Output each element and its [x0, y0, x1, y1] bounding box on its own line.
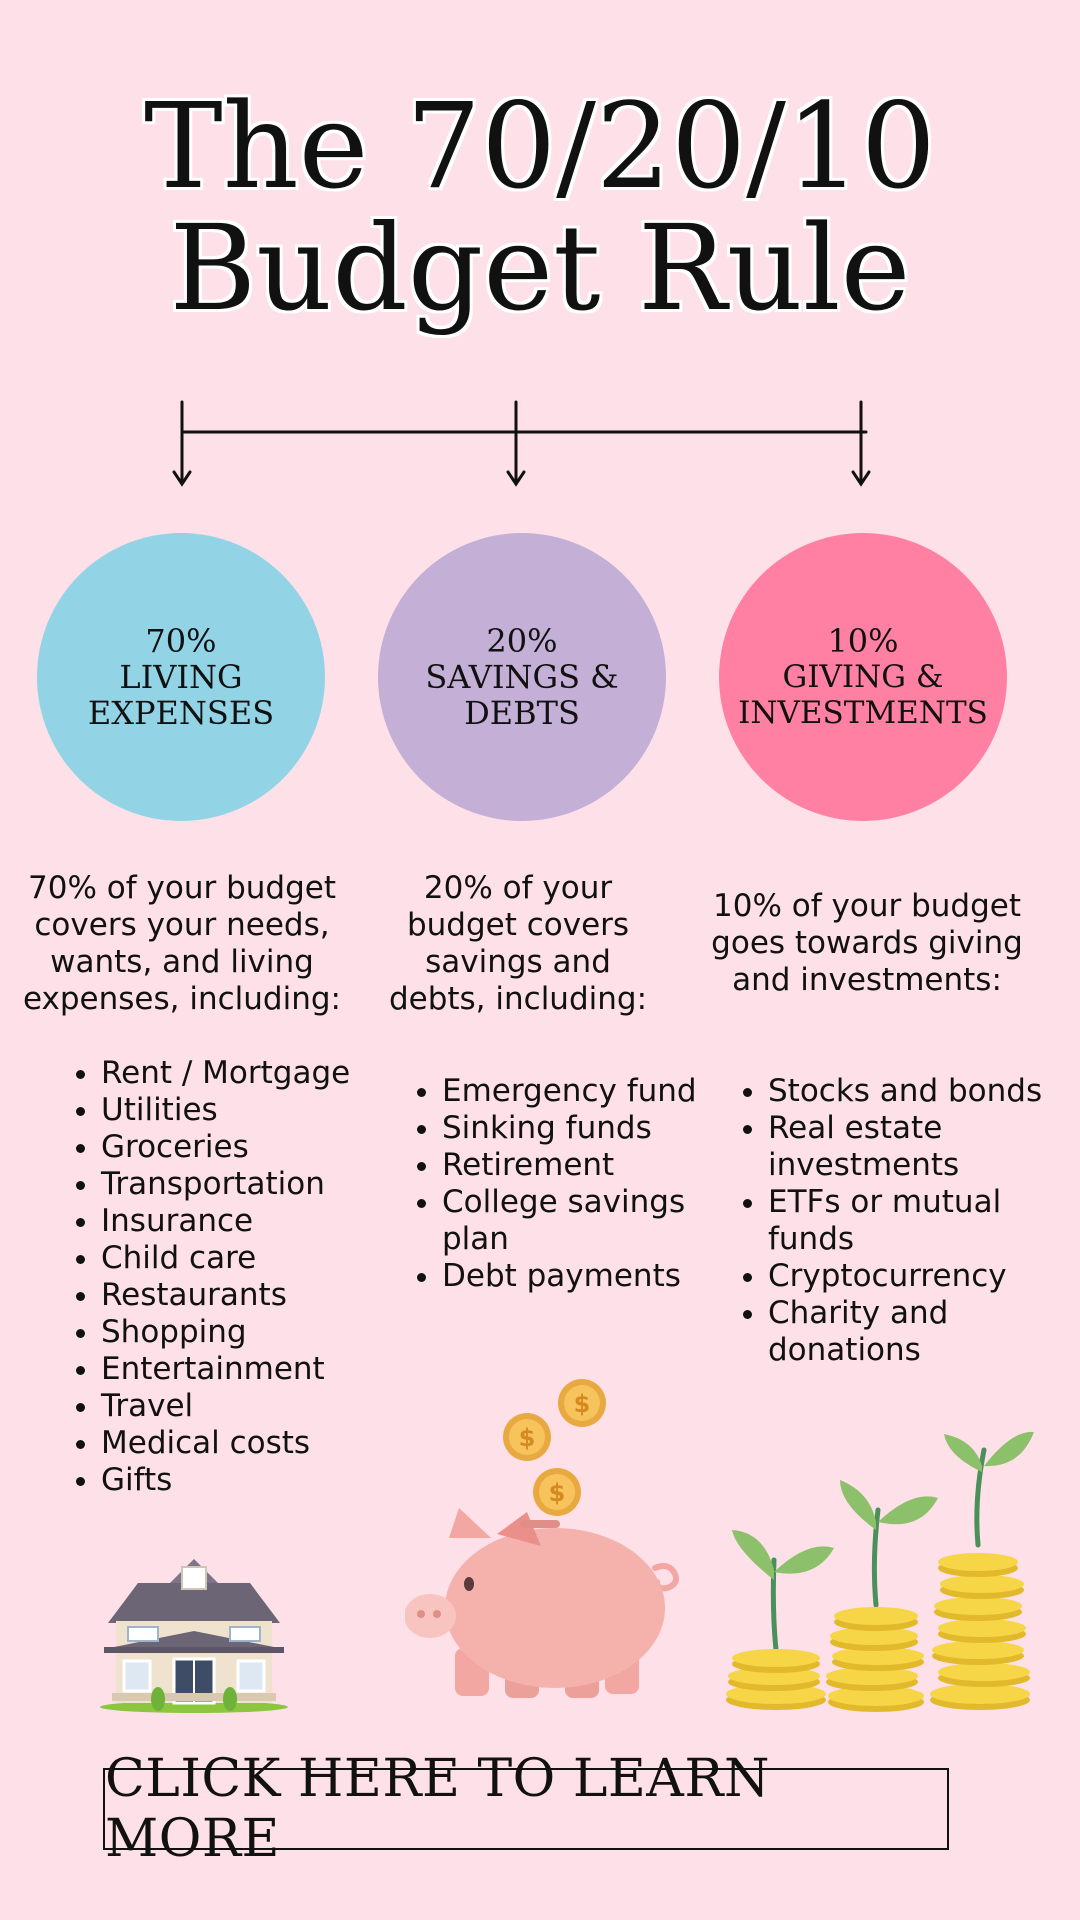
- giving-investments-label: GIVING & INVESTMENTS: [738, 659, 988, 731]
- page-title: The 70/20/10 Budget Rule: [0, 85, 1080, 329]
- learn-more-button[interactable]: CLICK HERE TO LEARN MORE: [103, 1749, 949, 1869]
- list-item: Stocks and bonds: [768, 1073, 1068, 1110]
- savings-debts-list: Emergency fundSinking fundsRetirementCol…: [408, 1073, 732, 1295]
- list-item: Rent / Mortgage: [101, 1055, 391, 1092]
- svg-text:$: $: [519, 1424, 536, 1452]
- giving-investments-circle: 10% GIVING & INVESTMENTS: [719, 533, 1007, 821]
- list-item: Insurance: [101, 1203, 391, 1240]
- giving-investments-description: 10% of your budget goes towards giving a…: [711, 888, 1023, 998]
- giving-investments-percent: 10%: [827, 622, 899, 660]
- list-item: Transportation: [101, 1166, 391, 1203]
- living-expenses-list: Rent / MortgageUtilitiesGroceriesTranspo…: [67, 1055, 391, 1499]
- list-item: College savings plan: [442, 1184, 732, 1258]
- list-item: Real estate investments: [768, 1110, 1068, 1184]
- title-line-1: The 70/20/10: [143, 77, 936, 215]
- giving-investments-list: Stocks and bondsReal estate investmentsE…: [734, 1073, 1068, 1369]
- list-item: Restaurants: [101, 1277, 391, 1314]
- list-item: Retirement: [442, 1147, 732, 1184]
- coin-icon: $ $ $: [503, 1379, 606, 1516]
- savings-debts-circle: 20% SAVINGS & DEBTS: [378, 533, 666, 821]
- list-item: Gifts: [101, 1462, 391, 1499]
- living-expenses-circle: 70% LIVING EXPENSES: [37, 533, 325, 821]
- list-item: Medical costs: [101, 1425, 391, 1462]
- list-item: Shopping: [101, 1314, 391, 1351]
- piggy-bank-icon: [405, 1508, 679, 1698]
- list-item: Charity and donations: [768, 1295, 1068, 1369]
- living-expenses-label: LIVING EXPENSES: [87, 658, 275, 732]
- list-item: Sinking funds: [442, 1110, 732, 1147]
- list-item: ETFs or mutual funds: [768, 1184, 1068, 1258]
- title-line-2: Budget Rule: [169, 199, 911, 337]
- list-item: Entertainment: [101, 1351, 391, 1388]
- svg-text:$: $: [549, 1479, 566, 1507]
- list-item: Emergency fund: [442, 1073, 732, 1110]
- list-item: Cryptocurrency: [768, 1258, 1068, 1295]
- living-expenses-description: 70% of your budget covers your needs, wa…: [23, 870, 341, 1017]
- money-plant-icon: [726, 1431, 1034, 1712]
- savings-debts-label: SAVINGS & DEBTS: [425, 658, 619, 732]
- list-item: Utilities: [101, 1092, 391, 1129]
- living-expenses-percent: 70%: [145, 622, 217, 660]
- savings-debts-percent: 20%: [486, 622, 558, 660]
- svg-text:$: $: [574, 1390, 591, 1418]
- list-item: Groceries: [101, 1129, 391, 1166]
- list-item: Child care: [101, 1240, 391, 1277]
- connector-arrows: [172, 400, 871, 487]
- house-icon: [100, 1559, 288, 1713]
- list-item: Debt payments: [442, 1258, 732, 1295]
- savings-debts-description: 20% of your budget covers savings and de…: [388, 870, 648, 1017]
- list-item: Travel: [101, 1388, 391, 1425]
